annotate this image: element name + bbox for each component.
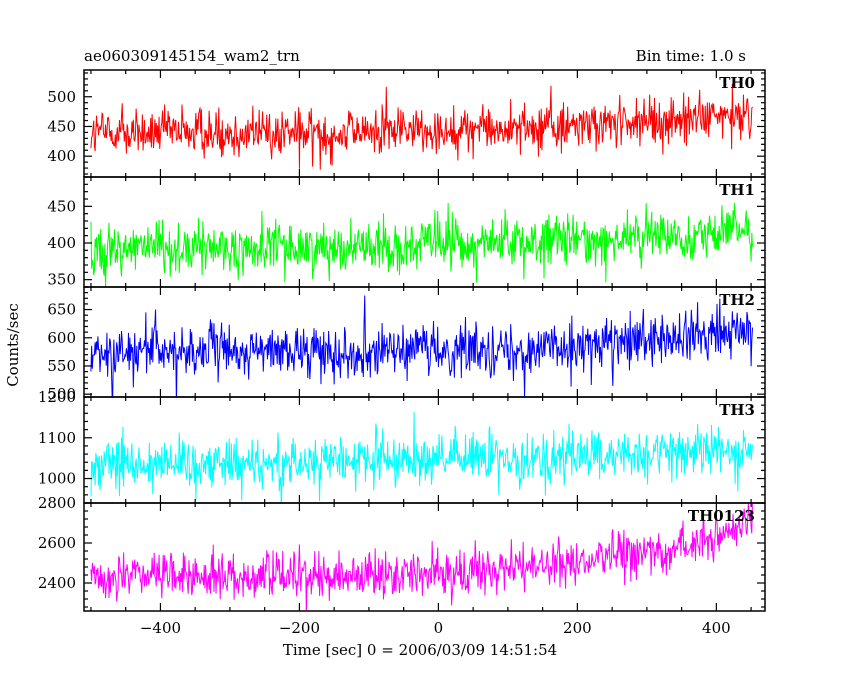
y-tick-label: 1200 [38,388,76,406]
y-tick-label: 350 [47,271,76,289]
y-tick-label: 550 [47,357,76,375]
panels-group: 400 450 500 TH0 350 400 450 TH1 500 550 600 650 TH2 1… [38,69,766,637]
panel-th3: 1000 1100 1200 TH3 [38,388,766,504]
y-tick-label: 450 [47,117,76,135]
series-line-th0 [90,83,753,170]
series-line-th2 [90,295,753,397]
panel-th1: 350 400 450 TH1 [47,176,766,289]
x-tick-label: 200 [563,619,592,637]
y-axis-label: Counts/sec [4,303,22,387]
y-tick-label: 650 [47,301,76,319]
y-tick-label: 500 [47,385,76,403]
series-label-th2: TH2 [719,291,755,309]
y-tick-label: 500 [47,88,76,106]
series-label-th1: TH1 [719,181,755,199]
y-tick-label: 2600 [38,534,76,552]
panel-th0: 400 450 500 TH0 [47,69,766,178]
bin-time-label: Bin time: 1.0 s [636,47,746,65]
y-tick-label: 1000 [38,470,76,488]
x-tick-label: −400 [140,619,181,637]
chart-title: ae060309145154_wam2_trn [84,47,300,65]
x-tick-label: 400 [702,619,731,637]
y-tick-label: 2400 [38,574,76,592]
series-label-th0123: TH0123 [688,507,755,525]
series-label-th0: TH0 [719,74,755,92]
y-tick-label: 600 [47,329,76,347]
y-tick-label: 400 [47,234,76,252]
series-line-th1 [90,202,753,287]
series-line-th0123 [90,503,753,611]
panel-th0123: 2400 2600 2800 TH0123 [38,494,766,612]
panel-frame [83,502,766,612]
y-tick-label: 2800 [38,494,76,512]
y-tick-label: 450 [47,197,76,215]
x-tick-label: 0 [434,619,444,637]
series-label-th3: TH3 [719,401,755,419]
x-axis-label: Time [sec] 0 = 2006/03/09 14:51:54 [283,641,557,659]
panel-th2: 500 550 600 650 TH2 [47,286,766,403]
x-tick-label: −200 [279,619,320,637]
y-tick-label: 1100 [38,429,76,447]
series-line-th3 [90,412,753,503]
y-tick-label: 400 [47,147,76,165]
